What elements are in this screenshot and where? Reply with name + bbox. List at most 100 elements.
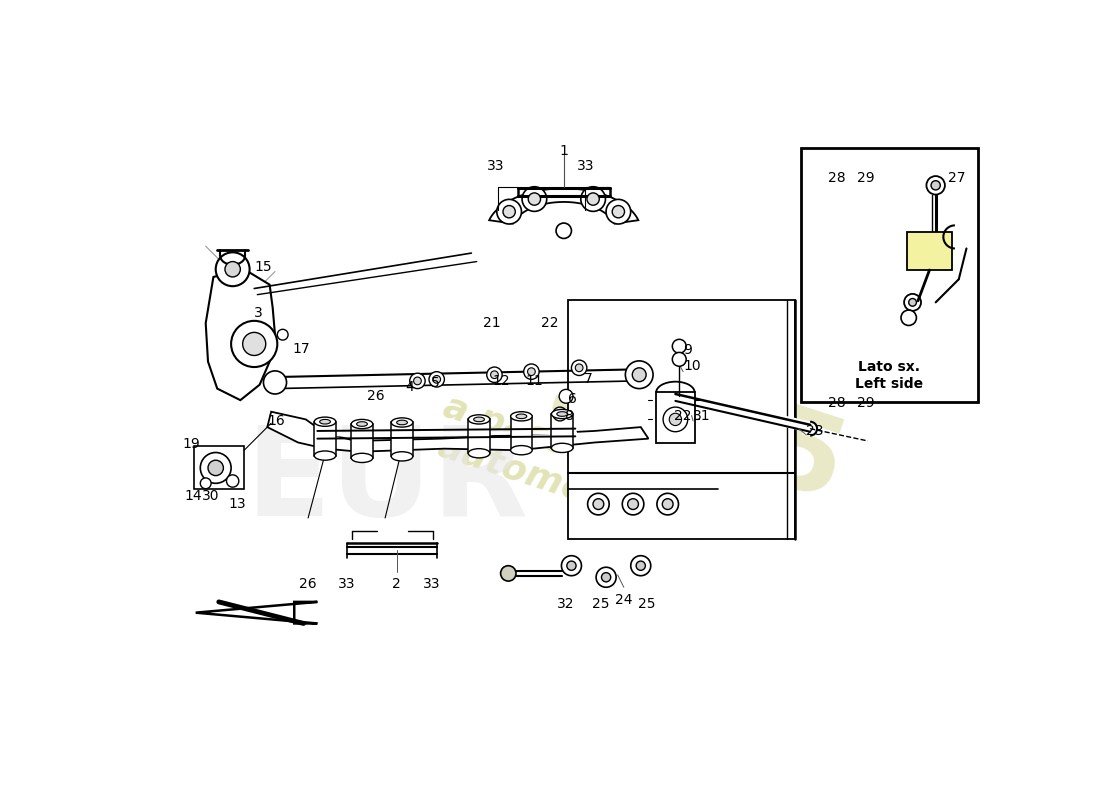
Ellipse shape [392,418,412,427]
Circle shape [500,566,516,581]
Bar [801,148,978,402]
Circle shape [264,371,286,394]
Circle shape [559,390,573,403]
Circle shape [909,298,916,306]
Text: 32: 32 [557,597,574,610]
Circle shape [901,310,916,326]
Circle shape [409,373,425,389]
Text: 33: 33 [576,159,594,173]
Ellipse shape [557,412,568,416]
Polygon shape [267,412,649,452]
Circle shape [486,367,502,382]
Bar [392,422,412,456]
Ellipse shape [392,452,412,461]
Text: 29: 29 [857,396,874,410]
Circle shape [528,368,536,375]
Text: 5: 5 [431,376,440,390]
Text: 15: 15 [254,260,272,274]
Ellipse shape [469,449,490,458]
Ellipse shape [315,417,336,426]
Ellipse shape [351,454,373,462]
Ellipse shape [510,446,532,455]
Text: 21: 21 [483,316,500,330]
Circle shape [575,364,583,372]
Text: 25: 25 [592,597,609,610]
Circle shape [636,561,646,570]
Text: 6: 6 [568,392,576,406]
Polygon shape [196,602,318,623]
Text: 24: 24 [615,593,632,606]
Circle shape [623,494,643,515]
Circle shape [503,206,515,218]
Circle shape [522,186,547,211]
Text: 14: 14 [185,490,202,503]
Circle shape [581,186,605,211]
Ellipse shape [397,420,407,425]
Bar [908,231,952,270]
Circle shape [200,478,211,489]
Text: 27: 27 [948,171,965,186]
Text: 1: 1 [559,144,569,158]
Circle shape [572,360,587,375]
Text: 12: 12 [493,374,510,388]
Text: 26: 26 [367,390,385,403]
Text: 22: 22 [674,409,692,422]
Polygon shape [490,189,638,223]
Bar [656,393,695,442]
Text: 8: 8 [565,409,574,422]
Text: 16: 16 [267,414,285,428]
Circle shape [593,498,604,510]
Ellipse shape [469,414,490,424]
Text: 31: 31 [693,409,711,422]
Text: 30: 30 [202,490,219,503]
Text: 33: 33 [487,159,505,173]
Circle shape [200,453,231,483]
Text: 7: 7 [584,372,593,386]
Ellipse shape [320,419,330,424]
Circle shape [566,561,576,570]
Text: 19: 19 [183,437,200,451]
Circle shape [672,339,686,353]
Text: 29: 29 [857,171,874,186]
Circle shape [429,372,444,387]
Circle shape [606,199,630,224]
Text: 10: 10 [683,358,701,373]
Bar [469,419,490,454]
Circle shape [587,494,609,515]
Bar [315,422,336,455]
Ellipse shape [351,419,373,429]
Bar [551,414,573,448]
Circle shape [231,321,277,367]
Circle shape [926,176,945,194]
Ellipse shape [516,414,527,418]
Ellipse shape [356,422,367,426]
Text: 23: 23 [806,424,824,438]
Circle shape [277,330,288,340]
Circle shape [657,494,679,515]
Circle shape [669,414,682,426]
Text: 1985: 1985 [531,329,858,526]
Text: 26: 26 [299,578,317,591]
Circle shape [528,193,540,206]
Circle shape [904,294,921,311]
Text: 33: 33 [422,578,440,591]
Text: 33: 33 [338,578,355,591]
Circle shape [630,556,651,576]
Text: 13: 13 [229,497,246,511]
Circle shape [491,371,498,378]
Circle shape [931,181,940,190]
Circle shape [243,332,266,355]
Text: 3: 3 [254,306,263,320]
Circle shape [226,262,240,277]
Circle shape [216,252,250,286]
Circle shape [208,460,223,476]
Circle shape [553,407,566,421]
Circle shape [414,377,421,385]
Circle shape [663,407,688,432]
Circle shape [628,498,638,510]
Text: 4: 4 [406,380,415,394]
Bar [568,300,794,538]
Ellipse shape [315,451,336,460]
Ellipse shape [551,443,573,453]
Circle shape [556,223,572,238]
